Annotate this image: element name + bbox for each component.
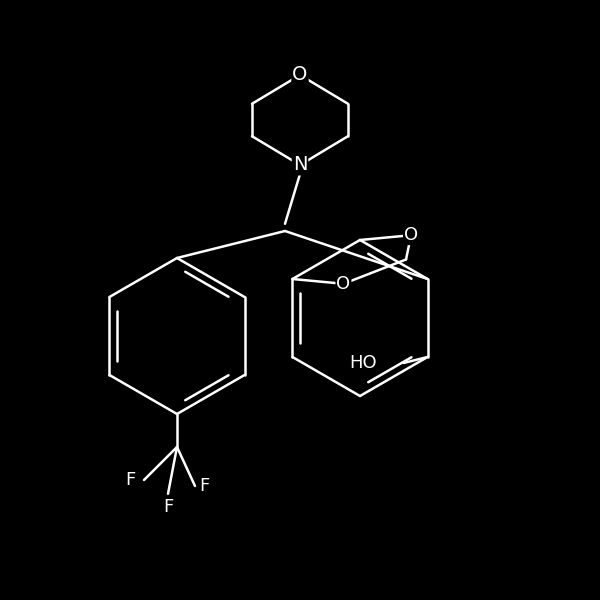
- Text: F: F: [199, 477, 209, 495]
- Text: N: N: [293, 155, 307, 175]
- Text: O: O: [337, 275, 350, 293]
- Text: O: O: [292, 65, 308, 85]
- Text: HO: HO: [349, 354, 377, 372]
- Text: F: F: [125, 471, 136, 489]
- Text: F: F: [163, 498, 173, 516]
- Text: O: O: [404, 226, 418, 244]
